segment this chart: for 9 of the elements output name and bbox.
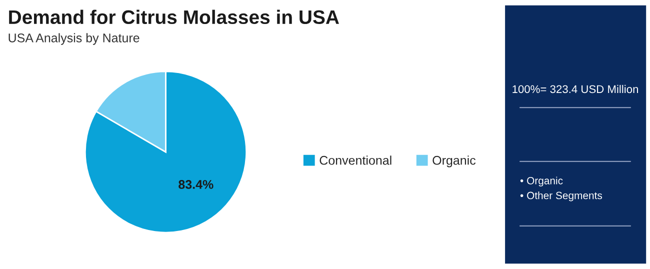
chart-subtitle: USA Analysis by Nature [8,33,140,45]
text: • Other Segments [520,192,602,202]
text: 100%= 323.4 USD Million [512,84,638,94]
text: • Organic [520,176,563,186]
legend-label: Conventional [320,156,392,165]
chart-title: Demand for Citrus Molasses in USA [9,10,339,24]
pie-slice [84,70,248,234]
legend-label: Organic [432,156,476,168]
data-label: 83.4% [178,180,214,189]
